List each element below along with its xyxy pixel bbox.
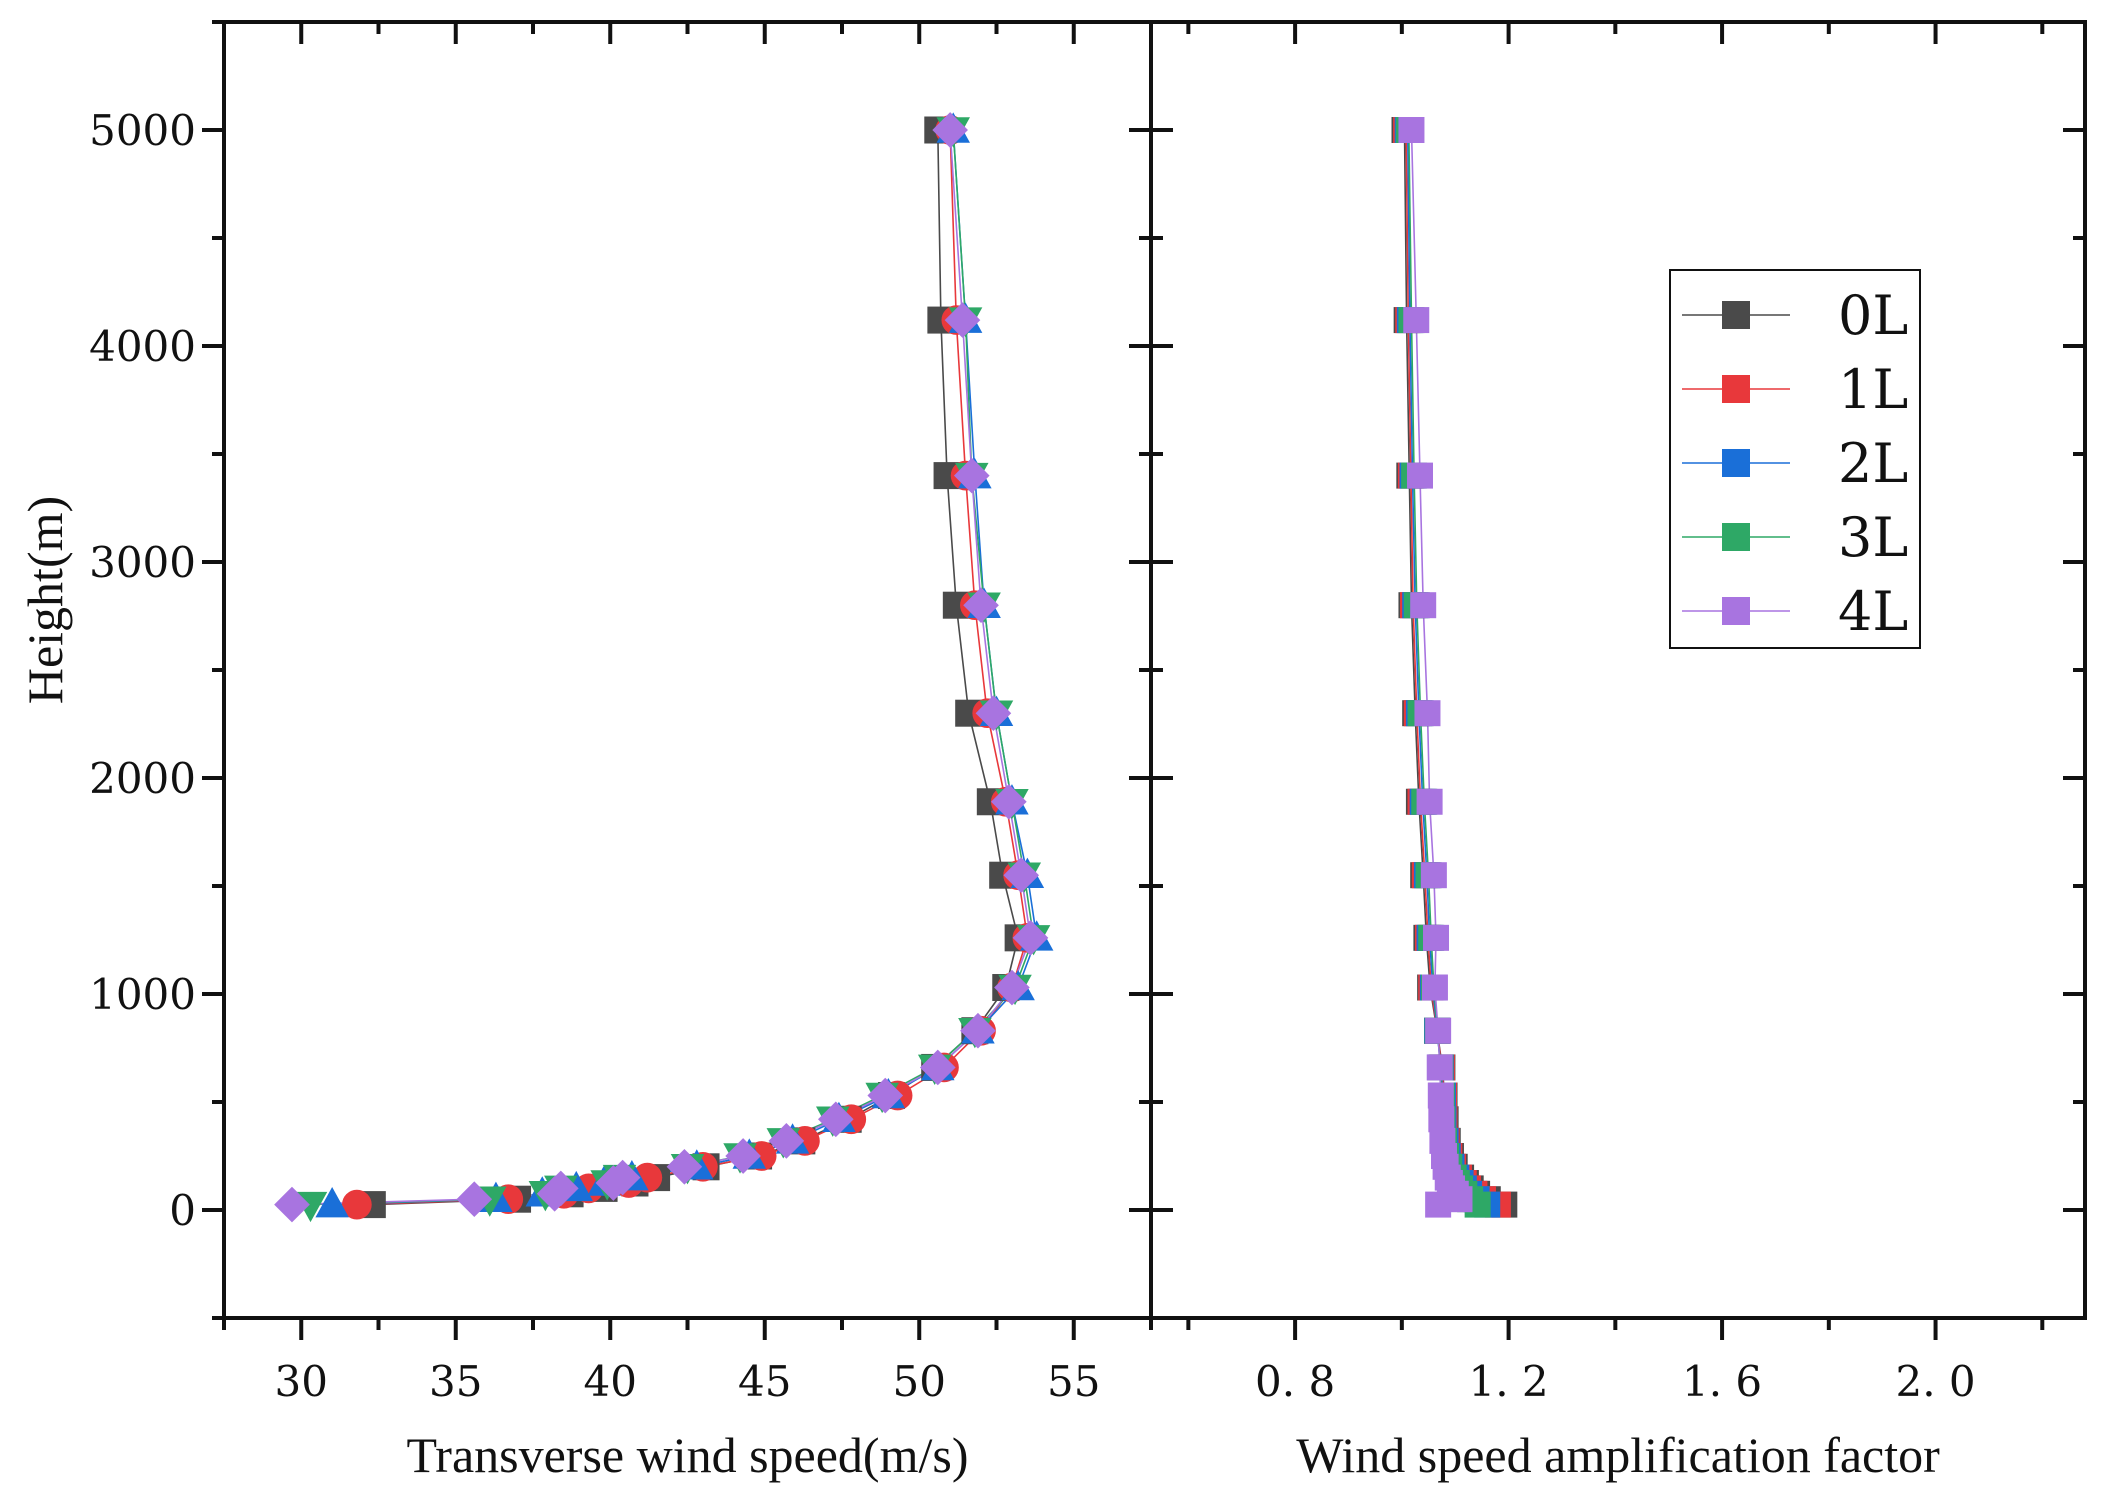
y-tick-label: 2000	[89, 754, 196, 803]
left-x-tick-label: 40	[584, 1357, 637, 1406]
left-series-4L-point	[975, 695, 1012, 732]
left-series-4L-point	[960, 1012, 996, 1049]
legend-label-4L: 4L	[1838, 580, 1908, 643]
left-series-4L-point	[1003, 857, 1040, 894]
left-series-4L-point	[867, 1077, 904, 1114]
left-series-4L-point	[456, 1181, 493, 1218]
y-tick-label: 0	[169, 1186, 196, 1235]
left-series-4L-point	[994, 969, 1030, 1006]
left-series-4L-point	[963, 587, 999, 624]
legend-marker-1L	[1722, 375, 1750, 403]
left-series-4L-point	[818, 1101, 854, 1138]
right-series-4L-point	[1416, 788, 1443, 815]
left-series-4L-point	[542, 1170, 579, 1207]
legend: 0L 1L 2L 3L 4L	[1669, 269, 1921, 649]
right-series-4L-point	[1428, 1106, 1455, 1133]
right-series-4L-point	[1423, 924, 1450, 951]
left-series-4L-point	[768, 1123, 805, 1159]
right-series-4L-point	[1414, 700, 1441, 727]
left-series-4L-point	[666, 1148, 703, 1185]
left-series-1L-point	[342, 1189, 372, 1220]
legend-marker-3L	[1722, 523, 1750, 551]
left-x-tick-label: 30	[275, 1357, 328, 1406]
left-x-tick-label: 50	[893, 1357, 946, 1406]
left-series-4L-point	[932, 112, 968, 148]
legend-label-1L: 1L	[1838, 358, 1908, 421]
left-series-4L-point	[274, 1186, 310, 1223]
right-series-1L-line	[1405, 129, 1499, 1206]
legend-box	[1669, 269, 1921, 649]
right-series-4L-point	[1420, 862, 1447, 889]
right-series-4L-point	[1426, 1054, 1453, 1081]
y-tick-label: 1000	[89, 970, 196, 1019]
right-x-tick-label: 2. 0	[1895, 1357, 1975, 1406]
legend-marker-4L	[1722, 597, 1750, 625]
y-tick-label: 5000	[89, 106, 196, 155]
legend-label-0L: 0L	[1838, 284, 1908, 347]
right-x-tick-label: 1. 2	[1469, 1357, 1549, 1406]
legend-label-3L: 3L	[1838, 506, 1908, 569]
y-tick-label: 4000	[89, 322, 196, 371]
legend-marker-0L	[1722, 301, 1750, 329]
left-series-3L-line	[310, 129, 1035, 1206]
left-series-4L-point	[944, 302, 981, 338]
right-x-axis-title: Wind speed amplification factor	[1296, 1427, 1940, 1483]
left-series-2L-point	[315, 1187, 349, 1218]
left-series-2L-line	[332, 129, 1038, 1206]
left-series-4L-point	[953, 457, 990, 494]
series-lines-layer	[291, 129, 1505, 1206]
series-markers-layer	[274, 112, 1518, 1223]
y-tick-label: 3000	[89, 538, 196, 587]
right-series-4L-point	[1406, 462, 1433, 489]
ticks-layer	[202, 20, 2085, 1340]
right-series-4L-point	[1403, 307, 1430, 334]
left-x-tick-label: 55	[1047, 1357, 1100, 1406]
left-series-4L-point	[991, 783, 1027, 820]
left-x-tick-label: 35	[429, 1357, 482, 1406]
right-series-4L-point	[1410, 592, 1437, 619]
left-x-tick-label: 45	[738, 1357, 791, 1406]
right-x-tick-label: 0. 8	[1255, 1357, 1335, 1406]
right-series-4L-point	[1425, 1017, 1452, 1044]
right-series-4L-point	[1398, 117, 1425, 143]
legend-label-2L: 2L	[1838, 432, 1908, 495]
left-series-1L-line	[356, 129, 1029, 1206]
left-series-4L-line	[291, 129, 1032, 1206]
right-x-tick-label: 1. 6	[1682, 1357, 1762, 1406]
left-series-4L-point	[725, 1138, 761, 1174]
y-axis-title: Height(m)	[17, 496, 73, 704]
left-series-4L-point	[604, 1159, 641, 1196]
left-series-4L-point	[919, 1049, 956, 1086]
right-series-4L-point	[1427, 1082, 1454, 1109]
tick-labels-layer: 30 35 40 45 50 55 Transverse wind speed(m/s) 0.…	[17, 106, 1976, 1483]
left-series-4L-point	[1012, 920, 1049, 956]
legend-marker-2L	[1722, 449, 1750, 477]
left-x-axis-title: Transverse wind speed(m/s)	[407, 1427, 969, 1483]
right-series-4L-point	[1421, 974, 1448, 1001]
left-series-0L-line	[372, 129, 1019, 1206]
